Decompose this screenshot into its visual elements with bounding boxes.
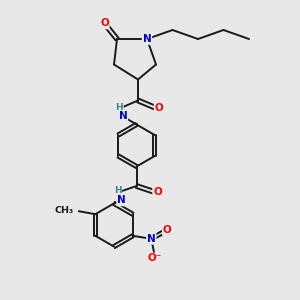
Text: O: O	[154, 103, 164, 113]
Text: N: N	[147, 234, 156, 244]
Text: H: H	[115, 103, 123, 112]
Text: CH₃: CH₃	[54, 206, 74, 215]
Text: O: O	[153, 187, 162, 197]
Text: N: N	[142, 34, 152, 44]
Text: N: N	[118, 111, 127, 122]
Text: O⁻: O⁻	[147, 253, 161, 263]
Text: O: O	[163, 225, 172, 235]
Text: H: H	[114, 186, 122, 195]
Text: O: O	[100, 18, 109, 28]
Text: N: N	[117, 195, 126, 206]
